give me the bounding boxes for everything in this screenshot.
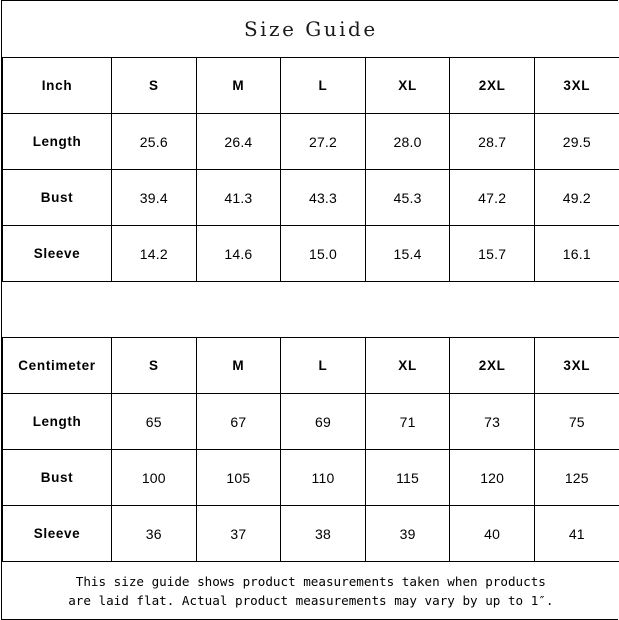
size-header-xl: XL xyxy=(365,58,450,114)
cell-cm-bust-xl: 115 xyxy=(365,450,450,506)
footnote-text: This size guide shows product measuremen… xyxy=(3,572,619,610)
title-row: Size Guide xyxy=(3,1,619,58)
table-row: Sleeve 14.2 14.6 15.0 15.4 15.7 16.1 xyxy=(3,226,619,282)
inch-header-row: Inch S M L XL 2XL 3XL xyxy=(3,58,619,114)
cell-cm-length-m: 67 xyxy=(196,394,281,450)
cell-inch-bust-2xl: 47.2 xyxy=(450,170,535,226)
cell-inch-length-m: 26.4 xyxy=(196,114,281,170)
size-header-cm-l: L xyxy=(281,338,366,394)
cell-inch-length-3xl: 29.5 xyxy=(534,114,619,170)
size-header-cm-s: S xyxy=(112,338,197,394)
cell-cm-bust-3xl: 125 xyxy=(534,450,619,506)
size-header-3xl: 3XL xyxy=(534,58,619,114)
footnote-cell: This size guide shows product measuremen… xyxy=(3,562,619,620)
cell-cm-sleeve-m: 37 xyxy=(196,506,281,562)
size-header-cm-3xl: 3XL xyxy=(534,338,619,394)
cell-cm-bust-s: 100 xyxy=(112,450,197,506)
unit-header-inch: Inch xyxy=(3,58,112,114)
cell-cm-length-3xl: 75 xyxy=(534,394,619,450)
measure-label-sleeve-inch: Sleeve xyxy=(3,226,112,282)
cell-inch-bust-xl: 45.3 xyxy=(365,170,450,226)
measure-label-length-inch: Length xyxy=(3,114,112,170)
size-header-m: M xyxy=(196,58,281,114)
cell-inch-length-s: 25.6 xyxy=(112,114,197,170)
cell-inch-sleeve-m: 14.6 xyxy=(196,226,281,282)
table-row: Bust 39.4 41.3 43.3 45.3 47.2 49.2 xyxy=(3,170,619,226)
cell-inch-length-l: 27.2 xyxy=(281,114,366,170)
unit-header-centimeter: Centimeter xyxy=(3,338,112,394)
measure-label-length-cm: Length xyxy=(3,394,112,450)
cell-inch-sleeve-xl: 15.4 xyxy=(365,226,450,282)
measure-label-sleeve-cm: Sleeve xyxy=(3,506,112,562)
table-row: Sleeve 36 37 38 39 40 41 xyxy=(3,506,619,562)
cell-inch-sleeve-l: 15.0 xyxy=(281,226,366,282)
table-spacer xyxy=(3,282,619,338)
centimeter-header-row: Centimeter S M L XL 2XL 3XL xyxy=(3,338,619,394)
size-header-cm-2xl: 2XL xyxy=(450,338,535,394)
size-header-cm-m: M xyxy=(196,338,281,394)
cell-inch-length-xl: 28.0 xyxy=(365,114,450,170)
size-header-l: L xyxy=(281,58,366,114)
measure-label-bust-inch: Bust xyxy=(3,170,112,226)
cell-inch-sleeve-2xl: 15.7 xyxy=(450,226,535,282)
page-title: Size Guide xyxy=(244,17,378,41)
table-spacer-row xyxy=(3,282,619,338)
cell-inch-length-2xl: 28.7 xyxy=(450,114,535,170)
measure-label-bust-cm: Bust xyxy=(3,450,112,506)
cell-cm-bust-l: 110 xyxy=(281,450,366,506)
cell-cm-bust-2xl: 120 xyxy=(450,450,535,506)
cell-cm-length-2xl: 73 xyxy=(450,394,535,450)
cell-inch-sleeve-s: 14.2 xyxy=(112,226,197,282)
table-row: Bust 100 105 110 115 120 125 xyxy=(3,450,619,506)
table-row: Length 25.6 26.4 27.2 28.0 28.7 29.5 xyxy=(3,114,619,170)
cell-cm-length-s: 65 xyxy=(112,394,197,450)
size-header-cm-xl: XL xyxy=(365,338,450,394)
cell-cm-sleeve-s: 36 xyxy=(112,506,197,562)
cell-cm-sleeve-3xl: 41 xyxy=(534,506,619,562)
page-title-cell: Size Guide xyxy=(3,1,619,58)
cell-inch-bust-s: 39.4 xyxy=(112,170,197,226)
footnote-row: This size guide shows product measuremen… xyxy=(3,562,619,620)
cell-inch-bust-l: 43.3 xyxy=(281,170,366,226)
cell-cm-bust-m: 105 xyxy=(196,450,281,506)
cell-cm-length-xl: 71 xyxy=(365,394,450,450)
cell-inch-sleeve-3xl: 16.1 xyxy=(534,226,619,282)
table-row: Length 65 67 69 71 73 75 xyxy=(3,394,619,450)
cell-cm-length-l: 69 xyxy=(281,394,366,450)
cell-inch-bust-m: 41.3 xyxy=(196,170,281,226)
cell-inch-bust-3xl: 49.2 xyxy=(534,170,619,226)
cell-cm-sleeve-l: 38 xyxy=(281,506,366,562)
size-header-s: S xyxy=(112,58,197,114)
size-header-2xl: 2XL xyxy=(450,58,535,114)
cell-cm-sleeve-2xl: 40 xyxy=(450,506,535,562)
cell-cm-sleeve-xl: 39 xyxy=(365,506,450,562)
